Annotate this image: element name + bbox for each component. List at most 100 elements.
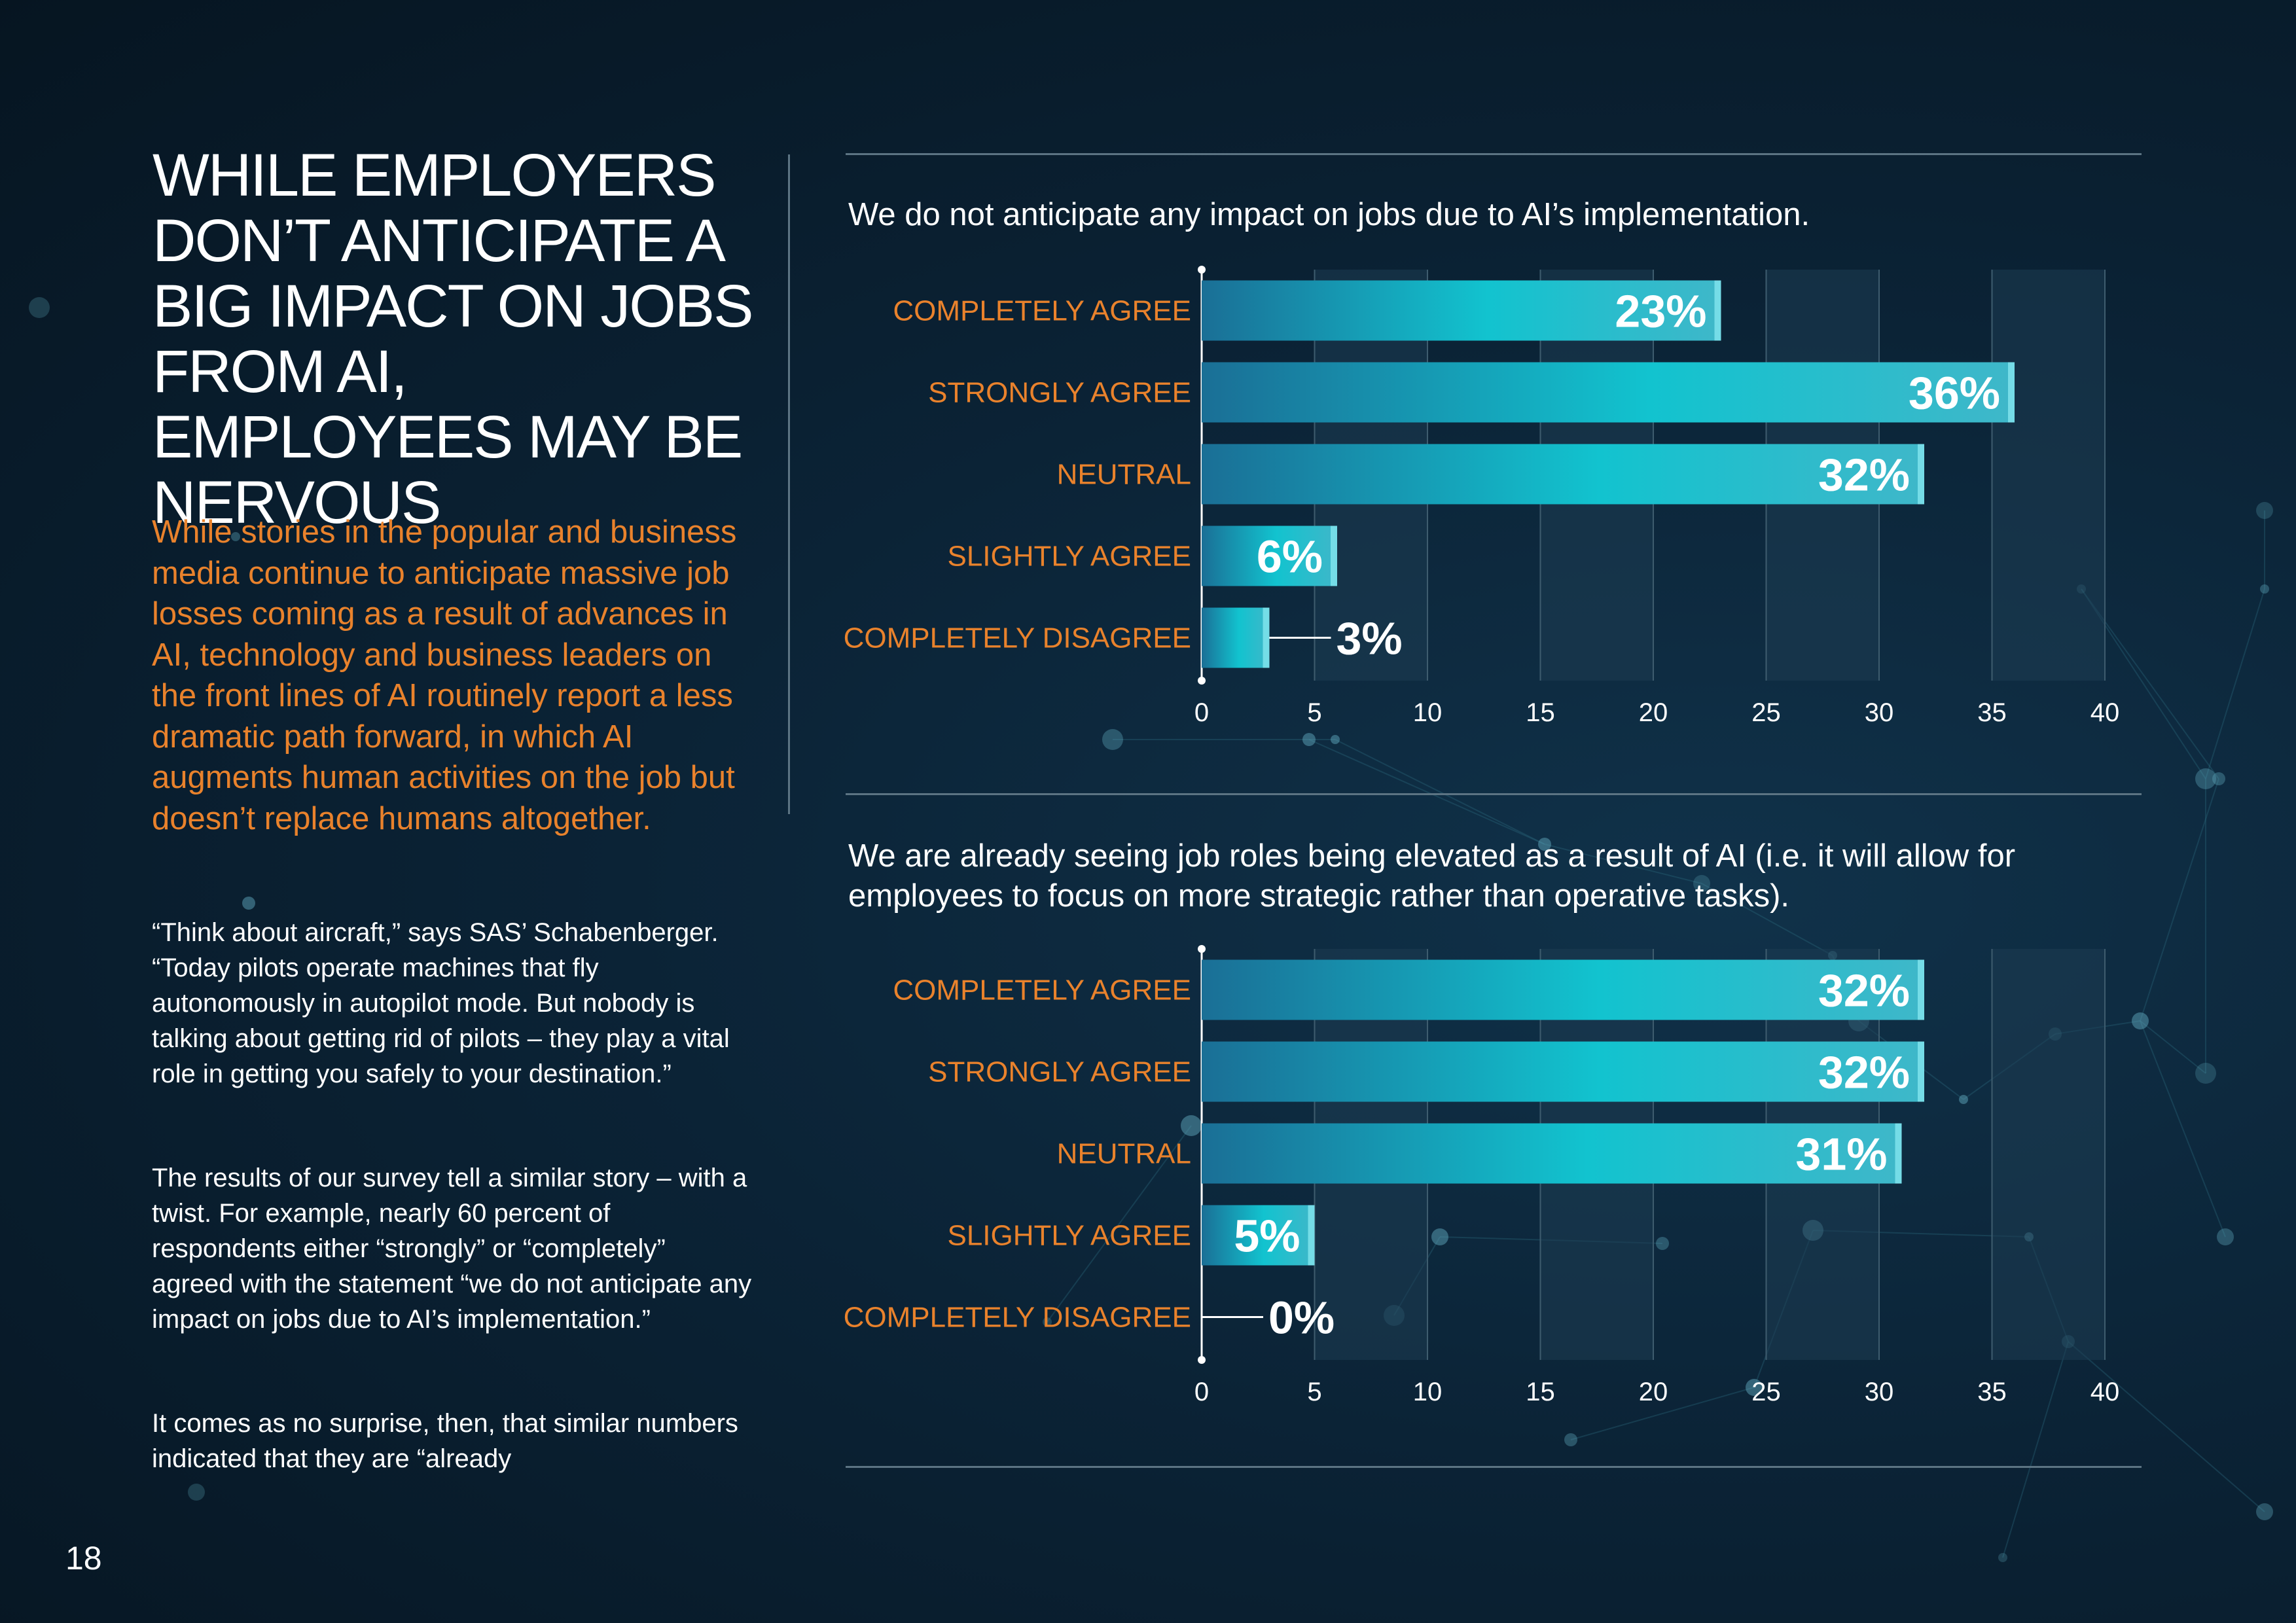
chart-1-x-tick-label: 10: [1413, 698, 1443, 727]
chart-1-category-label: COMPLETELY DISAGREE: [844, 622, 1191, 654]
background-network-node: [1656, 1237, 1669, 1250]
background-network-line: [1308, 739, 1545, 845]
chart-1-bar: [1202, 526, 1337, 586]
chart-1-category-label: STRONGLY AGREE: [928, 377, 1191, 409]
chart-1-category-label: COMPLETELY AGREE: [893, 295, 1191, 327]
chart-2-axis-dot: [1198, 945, 1206, 953]
chart-2-bar: [1202, 959, 1924, 1020]
chart-2-bar-cap: [1308, 1205, 1315, 1266]
chart-1-x-tick-label: 15: [1526, 698, 1555, 727]
body-paragraph-3: It comes as no surprise, then, that simi…: [152, 1409, 738, 1473]
chart-1-bar-cap: [2008, 362, 2015, 423]
chart-2-data-label: 31%: [1795, 1129, 1887, 1180]
background-network-node: [29, 297, 50, 318]
background-network-line: [1701, 883, 1833, 956]
background-network-node: [2256, 502, 2273, 519]
chart-2-bar-chart: COMPLETELY AGREE 32% STRONGLY AGREE 32% NEUT…: [844, 945, 2120, 1406]
chart-1-data-label: 23%: [1615, 286, 1706, 337]
chart-1-category-label: NEUTRAL: [1057, 459, 1191, 491]
background-network-node: [1043, 1317, 1052, 1327]
chart-2-data-label: 5%: [1234, 1211, 1300, 1262]
background-network-node: [231, 532, 240, 541]
background-network-line: [1047, 1125, 1192, 1323]
chart-1-bar-chart: COMPLETELY AGREE 23% STRONGLY AGREE 36% NEUT…: [844, 266, 2120, 727]
chart-2-bottom-rule: [846, 1466, 2142, 1468]
background-network-line: [2140, 778, 2219, 1022]
chart-2-bar-cap: [1895, 1123, 1902, 1184]
chart-1-x-tick-label: 35: [1977, 698, 2007, 727]
chart-1-data-label: 32%: [1818, 450, 1910, 501]
chart-1-data-label: 6%: [1257, 531, 1323, 582]
background-network-node: [2260, 584, 2269, 594]
background-network-node: [1431, 1228, 1448, 1245]
chart-2-x-tick-label: 40: [2090, 1378, 2120, 1406]
chart-2-data-label: 0%: [1268, 1293, 1335, 1344]
chart-2-x-tick-label: 10: [1413, 1378, 1443, 1406]
background-network-node: [1181, 1115, 1202, 1136]
background-network-line: [1335, 739, 1545, 845]
chart-1-bar: [1202, 444, 1924, 505]
background-network-node: [1331, 735, 1340, 744]
chart-1-bar-cap: [1263, 607, 1270, 668]
background-network-node: [2217, 1228, 2234, 1245]
background-network-line: [1570, 1387, 1755, 1440]
body-paragraph-1: “Think about aircraft,” says SAS’ Schabe…: [152, 918, 730, 1088]
chart-2-data-label: 32%: [1818, 965, 1910, 1016]
background-network-node: [2195, 1063, 2216, 1084]
chart-2-bar: [1202, 1205, 1315, 1266]
chart-1-category-label: SLIGHTLY AGREE: [947, 541, 1191, 573]
chart-2-data-label: 32%: [1818, 1047, 1910, 1098]
chart-2-x-tick-label: 0: [1194, 1378, 1209, 1406]
chart-1-axis-dot: [1198, 266, 1206, 274]
column-divider: [788, 154, 790, 814]
chart-2-grid-band: [1992, 949, 2105, 1360]
background-network-node: [1998, 1553, 2007, 1562]
chart-2-category-label: STRONGLY AGREE: [928, 1056, 1191, 1088]
chart-2-bar-cap: [1918, 959, 1924, 1020]
background-network-node: [1693, 875, 1710, 892]
chart-1-x-tick-label: 20: [1639, 698, 1668, 727]
background-network-node: [2132, 1012, 2149, 1029]
chart-1-x-tick-label: 5: [1307, 698, 1321, 727]
background-network-line: [2140, 1020, 2206, 1074]
background-network-node: [1538, 838, 1551, 851]
chart-2-bar: [1202, 1123, 1902, 1184]
chart-1-x-tick-label: 25: [1751, 698, 1781, 727]
chart-2-x-tick-label: 35: [1977, 1378, 2007, 1406]
chart-2-bar-cap: [1918, 1041, 1924, 1102]
chart-2-x-tick-label: 15: [1526, 1378, 1555, 1406]
background-network-line: [1544, 844, 1702, 884]
background-network-node: [2256, 1503, 2273, 1520]
chart-2-category-label: COMPLETELY DISAGREE: [844, 1302, 1191, 1334]
background-network-line: [2140, 1020, 2226, 1238]
chart-2-x-tick-label: 5: [1307, 1378, 1321, 1406]
chart-1-grid-band: [1992, 270, 2105, 681]
chart-1-x-tick-label: 0: [1194, 698, 1209, 727]
background-network-node: [1302, 733, 1316, 746]
chart-1-axis-dot: [1198, 677, 1206, 685]
lead-paragraph: While stories in the popular and busines…: [152, 514, 737, 836]
chart-2-title: We are already seeing job roles being el…: [848, 838, 2016, 914]
chart-1-bar-cap: [1714, 280, 1721, 341]
background-network-line: [2002, 1341, 2069, 1558]
chart-1-bar-cap: [1918, 444, 1924, 505]
background-network-node: [2195, 768, 2216, 789]
background-network-node: [188, 1484, 205, 1501]
chart-2-axis-dot: [1198, 1356, 1206, 1364]
background-network-line: [2205, 588, 2265, 779]
background-network-node: [242, 897, 255, 910]
chart-2-category-label: NEUTRAL: [1057, 1138, 1191, 1170]
chart-1-data-label: 36%: [1909, 368, 2000, 419]
chart-1-top-rule: [846, 153, 2142, 155]
chart-1-bar-cap: [1331, 526, 1337, 586]
chart-2-x-tick-label: 20: [1639, 1378, 1668, 1406]
chart-2-category-label: COMPLETELY AGREE: [893, 974, 1191, 1007]
page-headline: WHILE EMPLOYERS DON’T ANTICIPATE A BIG I…: [152, 142, 754, 536]
chart-2-top-rule: [846, 793, 2142, 795]
chart-1-bar: [1202, 280, 1721, 341]
background-network-node: [1564, 1433, 1577, 1446]
chart-1-x-tick-label: 40: [2090, 698, 2120, 727]
background-network-node: [2212, 772, 2225, 785]
page-number: 18: [65, 1540, 102, 1577]
background-network-line: [2068, 1341, 2265, 1512]
